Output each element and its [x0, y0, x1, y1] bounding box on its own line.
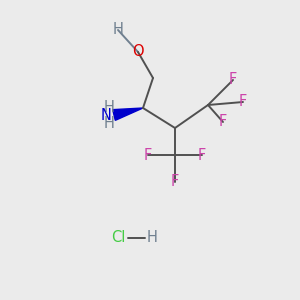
Text: H: H	[112, 22, 123, 38]
Text: N: N	[100, 107, 111, 122]
Text: H: H	[147, 230, 158, 245]
Polygon shape	[113, 108, 143, 120]
Text: H: H	[103, 116, 114, 131]
Text: F: F	[229, 73, 237, 88]
Text: F: F	[144, 148, 152, 163]
Text: Cl: Cl	[111, 230, 125, 245]
Text: O: O	[132, 44, 144, 59]
Text: F: F	[171, 175, 179, 190]
Text: F: F	[219, 115, 227, 130]
Text: F: F	[239, 94, 247, 110]
Text: H: H	[103, 100, 114, 115]
Text: F: F	[198, 148, 206, 163]
